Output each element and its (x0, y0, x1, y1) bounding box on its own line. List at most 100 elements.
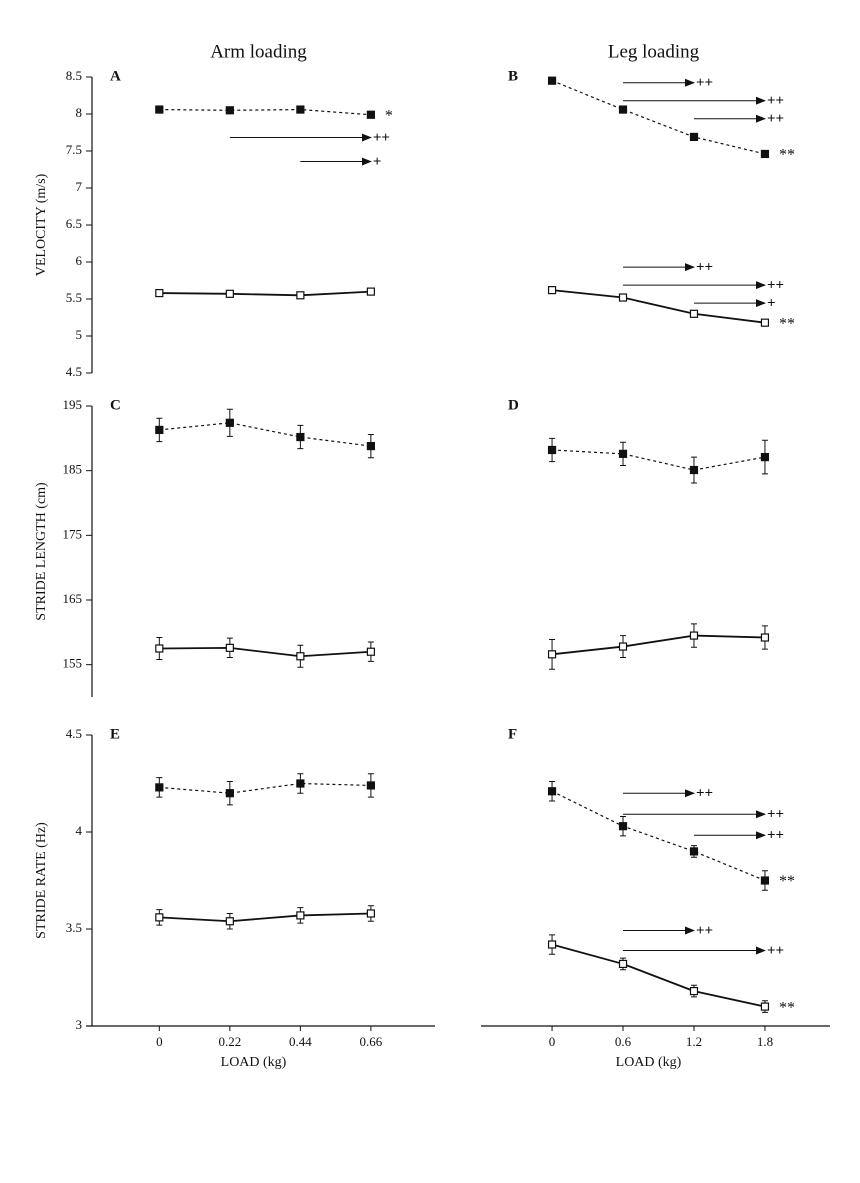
data-point (296, 432, 305, 442)
panel-label: C (110, 397, 121, 413)
data-point (225, 418, 234, 427)
x-tick-label: 0 (156, 1034, 163, 1049)
x-tick-label: 0 (549, 1034, 556, 1049)
y-tick-label: 7.5 (66, 142, 82, 157)
data-point (547, 787, 557, 796)
panel-label: F (508, 726, 517, 742)
column-title: Leg loading (608, 41, 700, 62)
significance-label: ** (779, 315, 795, 332)
data-point (689, 132, 699, 142)
series-line (159, 912, 371, 923)
y-tick-label: 8.5 (66, 68, 82, 83)
data-point (547, 76, 557, 85)
y-axis-label: VELOCITY (m/s) (34, 173, 49, 276)
y-tick-label: 7 (76, 179, 83, 194)
y-tick-label: 155 (63, 656, 83, 671)
data-point (618, 822, 628, 831)
data-point (618, 449, 628, 458)
data-point (296, 779, 305, 788)
data-point (689, 631, 699, 640)
x-axis-label: LOAD (kg) (221, 1055, 287, 1070)
data-point (618, 293, 628, 302)
data-point (296, 652, 305, 661)
data-point (155, 913, 164, 922)
comparison-label: + (767, 296, 776, 312)
y-tick-label: 3.5 (66, 920, 82, 935)
data-point (155, 783, 164, 792)
data-point (689, 847, 699, 856)
data-point (155, 425, 164, 435)
y-tick-label: 3 (76, 1017, 83, 1032)
data-point (689, 986, 699, 996)
data-point (296, 911, 305, 920)
data-point (366, 110, 375, 119)
panel-label: A (110, 68, 121, 84)
comparison-label: ++ (696, 923, 713, 939)
comparison-label: + (373, 154, 382, 170)
data-point (366, 441, 375, 451)
y-tick-label: 4.5 (66, 726, 82, 741)
series-line (159, 646, 371, 658)
series-line (551, 289, 766, 324)
y-axis-label: STRIDE RATE (Hz) (34, 822, 49, 939)
y-tick-label: 4.5 (66, 364, 82, 379)
data-point (689, 465, 699, 475)
x-tick-label: 0.66 (360, 1034, 383, 1049)
panel-label: E (110, 726, 120, 742)
data-point (296, 105, 305, 114)
data-point (689, 309, 699, 318)
data-point (760, 1002, 770, 1011)
data-point (225, 789, 234, 798)
comparison-label: ++ (767, 828, 784, 844)
series-line (551, 790, 766, 882)
y-tick-label: 175 (63, 526, 83, 541)
significance-label: * (385, 107, 393, 124)
comparison-label: ++ (767, 111, 784, 127)
data-point (225, 643, 234, 652)
data-point (155, 288, 164, 298)
x-tick-label: 0.44 (289, 1034, 312, 1049)
data-point (547, 650, 557, 659)
data-point (760, 876, 770, 885)
data-point (618, 642, 628, 651)
panel-label: B (508, 68, 518, 84)
y-tick-label: 6.5 (66, 216, 82, 231)
y-tick-label: 165 (63, 591, 83, 606)
data-point (547, 940, 557, 949)
series-line (159, 108, 371, 116)
comparison-label: ++ (767, 807, 784, 823)
data-point (366, 781, 375, 790)
comparison-label: ++ (696, 786, 713, 802)
y-tick-label: 5.5 (66, 290, 82, 305)
y-tick-label: 8 (76, 105, 83, 120)
data-point (366, 909, 375, 918)
data-point (366, 647, 375, 656)
data-point (760, 633, 770, 642)
comparison-label: ++ (696, 260, 713, 276)
data-point (760, 452, 770, 462)
data-point (366, 287, 375, 296)
data-point (760, 149, 770, 159)
data-point (225, 917, 234, 926)
data-point (296, 291, 305, 300)
y-tick-label: 195 (63, 397, 83, 412)
y-tick-label: 4 (76, 823, 83, 838)
y-tick-label: 6 (76, 253, 83, 268)
y-tick-label: 185 (63, 462, 83, 477)
comparison-label: ++ (767, 943, 784, 959)
series-line (551, 80, 766, 155)
significance-label: ** (779, 873, 795, 890)
comparison-label: ++ (696, 75, 713, 91)
significance-label: ** (779, 147, 795, 164)
data-point (760, 318, 770, 327)
x-tick-label: 1.8 (757, 1034, 773, 1049)
column-title: Arm loading (210, 41, 307, 62)
data-point (155, 105, 164, 114)
data-point (618, 105, 628, 114)
comparison-label: ++ (767, 278, 784, 294)
data-point (225, 106, 234, 115)
data-point (547, 445, 557, 455)
x-tick-label: 0.6 (615, 1034, 632, 1049)
